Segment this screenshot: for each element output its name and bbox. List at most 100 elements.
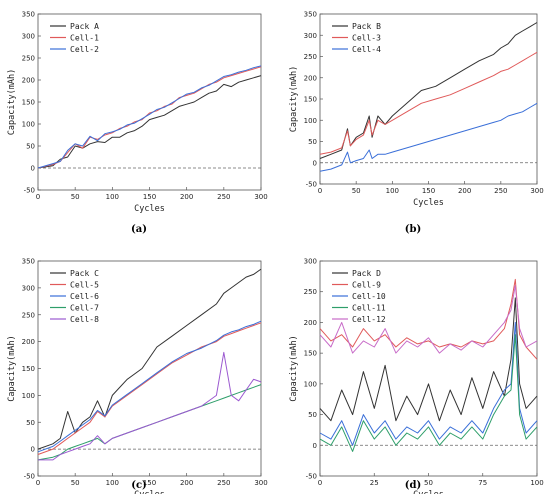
legend-entry: Cell-1 (70, 34, 99, 43)
x-tick-label: 100 (106, 193, 119, 201)
y-tick-label: 100 (22, 121, 35, 129)
legend-entry: Cell-9 (352, 281, 381, 290)
y-tick-label: 200 (22, 338, 35, 346)
x-tick-label: 50 (424, 479, 433, 487)
legend-entry: Cell-11 (352, 304, 386, 313)
series-line-cell-3 (319, 51, 538, 155)
series-line-cell-11 (319, 334, 538, 452)
y-tick-label: 150 (304, 96, 317, 104)
x-tick-label: 0 (36, 193, 40, 201)
x-tick-label: 25 (370, 479, 379, 487)
legend-entry: Cell-3 (352, 34, 381, 43)
legend-entry: Cell-12 (352, 315, 386, 324)
x-tick-label: 200 (458, 187, 471, 195)
y-axis-label: Capacity(mAh) (289, 66, 299, 133)
legend-entry: Cell-4 (352, 45, 381, 54)
legend-entry: Cell-10 (352, 292, 386, 301)
plot-frame (319, 13, 538, 185)
x-tick-label: 50 (71, 479, 80, 487)
y-tick-label: 300 (22, 33, 35, 41)
x-axis-label: Cycles (413, 490, 444, 494)
plot-frame (37, 13, 262, 191)
y-tick-label: -50 (24, 187, 35, 195)
legend-entry: Pack B (352, 22, 381, 31)
x-tick-label: 75 (478, 479, 487, 487)
y-tick-label: -50 (306, 181, 317, 189)
legend-entry: Cell-5 (70, 281, 99, 290)
legend-entry: Pack C (70, 269, 99, 278)
y-tick-label: 200 (304, 319, 317, 327)
x-tick-label: 300 (254, 479, 267, 487)
series-line-cell-9 (319, 278, 538, 360)
x-tick-label: 250 (217, 479, 230, 487)
y-tick-label: 100 (304, 117, 317, 125)
series-line-cell-6 (37, 320, 262, 453)
x-axis-label: Cycles (134, 490, 165, 494)
x-tick-label: 0 (318, 479, 322, 487)
y-tick-label: 150 (304, 350, 317, 358)
legend-entry: Cell-2 (70, 45, 99, 54)
x-tick-label: 50 (71, 193, 80, 201)
y-tick-label: 150 (22, 99, 35, 107)
legend-entry: Cell-7 (70, 304, 99, 313)
x-tick-label: 250 (494, 187, 507, 195)
series-line-cell-10 (319, 321, 538, 446)
series-line-pack-d (319, 297, 538, 422)
y-tick-label: 350 (22, 11, 35, 19)
y-tick-label: 50 (26, 419, 35, 427)
y-tick-label: 100 (304, 380, 317, 388)
y-tick-label: 300 (22, 284, 35, 292)
x-tick-label: 250 (217, 193, 230, 201)
series-line-cell-12 (319, 285, 538, 354)
legend-entry: Pack D (352, 269, 381, 278)
x-tick-label: 300 (530, 187, 543, 195)
y-tick-label: 200 (304, 74, 317, 82)
series-line-cell-8 (38, 351, 262, 461)
x-tick-label: 150 (143, 193, 156, 201)
y-tick-label: -50 (306, 473, 317, 481)
y-tick-label: 350 (304, 11, 317, 19)
panel-label: (c) (131, 480, 147, 491)
x-tick-label: 0 (36, 479, 40, 487)
y-tick-label: 150 (22, 365, 35, 373)
x-tick-label: 50 (352, 187, 361, 195)
y-tick-label: 50 (308, 411, 317, 419)
legend-entry: Cell-6 (70, 292, 99, 301)
legend-entry: Pack A (70, 22, 99, 31)
y-tick-label: 0 (313, 442, 317, 450)
y-tick-label: 50 (26, 143, 35, 151)
series-line-cell-5 (37, 322, 262, 455)
panel-label: (a) (131, 224, 147, 235)
y-tick-label: 0 (313, 159, 317, 167)
y-axis-label: Capacity(mAh) (7, 335, 17, 402)
y-tick-label: 250 (304, 288, 317, 296)
series-line-pack-c (37, 268, 262, 450)
y-tick-label: 0 (31, 446, 35, 454)
y-axis-label: Capacity(mAh) (7, 69, 17, 136)
x-axis-label: Cycles (134, 204, 165, 214)
y-tick-label: 100 (22, 392, 35, 400)
x-tick-label: 100 (386, 187, 399, 195)
plot-frame (37, 260, 262, 477)
x-tick-label: 200 (180, 193, 193, 201)
panel-label: (b) (405, 224, 421, 235)
x-tick-label: 300 (254, 193, 267, 201)
x-axis-label: Cycles (413, 198, 444, 208)
y-tick-label: 250 (22, 55, 35, 63)
y-tick-label: -50 (24, 473, 35, 481)
x-tick-label: 0 (318, 187, 322, 195)
y-axis-label: Capacity(mAh) (289, 335, 299, 402)
y-tick-label: 250 (22, 311, 35, 319)
y-tick-label: 350 (22, 258, 35, 266)
y-tick-label: 200 (22, 77, 35, 85)
series-line-cell-2 (37, 65, 262, 169)
y-tick-label: 250 (304, 53, 317, 61)
y-tick-label: 300 (304, 32, 317, 40)
x-tick-label: 100 (106, 479, 119, 487)
legend-entry: Cell-8 (70, 315, 99, 324)
y-tick-label: 300 (304, 258, 317, 266)
x-tick-label: 200 (180, 479, 193, 487)
